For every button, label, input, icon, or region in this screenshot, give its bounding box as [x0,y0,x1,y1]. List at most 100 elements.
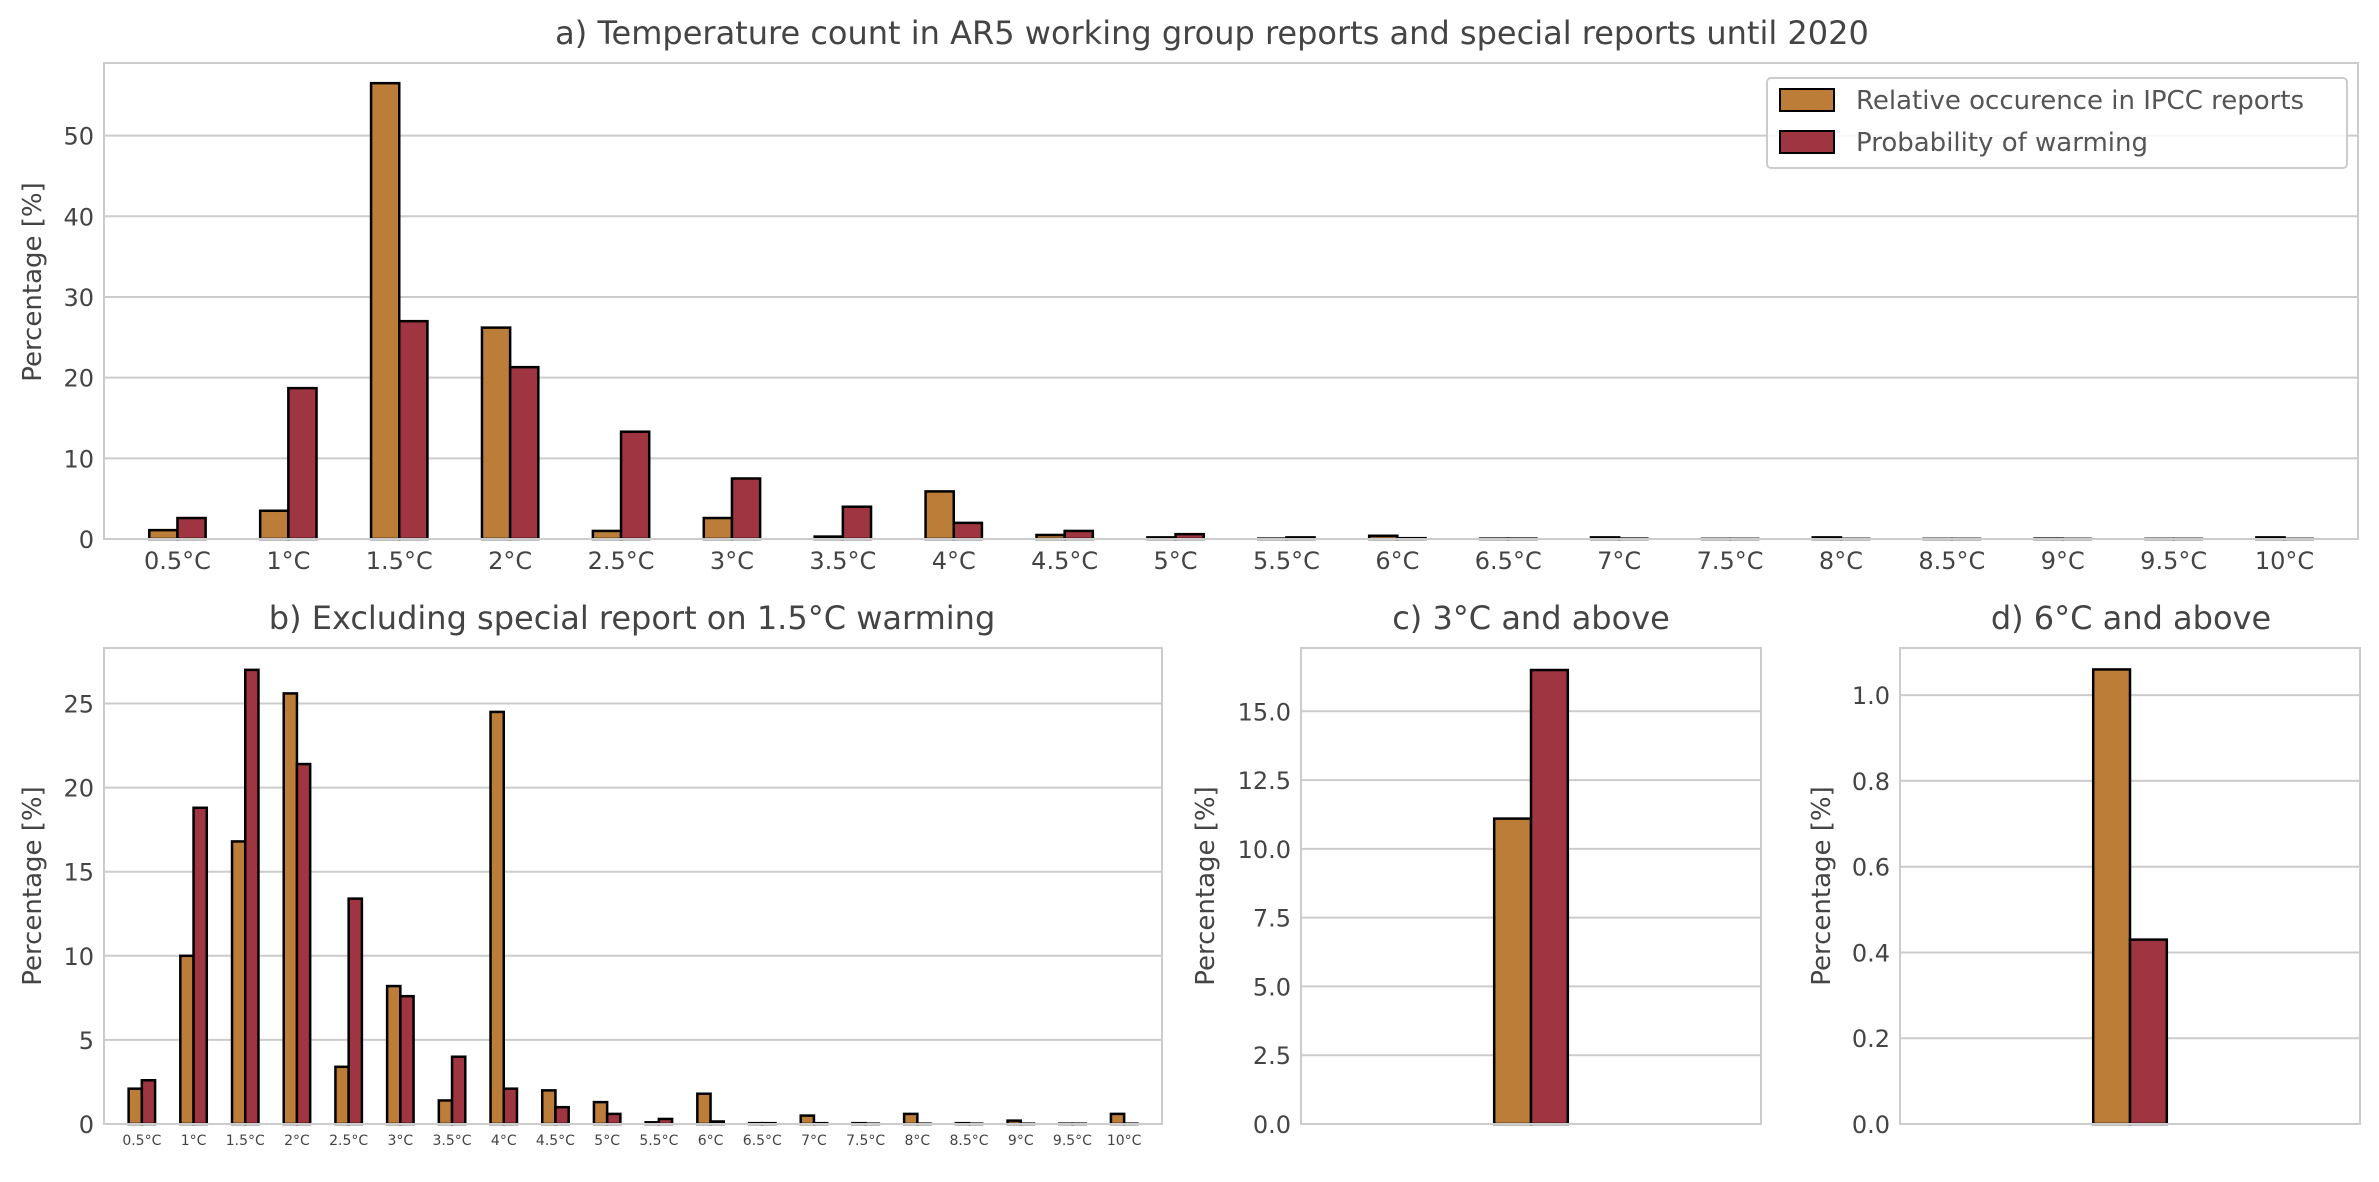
panel-a-bar-ipcc [369,81,401,541]
panel-b-gridlines [104,702,1162,1125]
panel-a-bar-warming [1063,529,1095,541]
panel-d-y-tick-label: 0.0 [1852,1111,1890,1139]
panel-d: d) 6°C and above 0.0 0.2 0.4 0.6 0.8 1.0 Perc… [1807,599,2361,1139]
panel-a-x-tick-label: 8°C [1819,547,1863,575]
panel-b-x-tick-label: 2.5°C [329,1133,368,1149]
panel-b-bar-warming [399,994,415,1126]
panel-b-x-tick-label: 1.5°C [226,1133,265,1149]
panel-b-y-ticks: 0 5 10 15 20 25 [63,691,94,1139]
panel-b-y-tick-label: 5 [79,1027,94,1055]
panel-c-y-ticks: 0.0 2.5 5.0 7.5 10.0 12.5 15.0 [1238,698,1291,1139]
panel-a-x-tick-label: 1°C [266,547,310,575]
panel-a-y-axis-label: Percentage [%] [18,182,48,382]
panel-b-bar-ipcc [902,1112,919,1126]
panel-d-y-tick-label: 1.0 [1852,682,1890,710]
panel-a-y-tick-label: 30 [63,284,94,312]
panel-b-x-tick-label: 9.5°C [1053,1133,1092,1149]
panel-b-x-tick-label: 9°C [1008,1133,1034,1149]
panel-a-gridlines [104,134,2358,540]
panel-b-bar-ipcc [179,954,195,1126]
panel-b-x-tick-label: 5°C [594,1133,620,1149]
panel-c: c) 3°C and above 0.0 2.5 5.0 7.5 10.0 12.5 15.… [1191,599,1762,1139]
panel-b-bar-ipcc [592,1100,609,1126]
panel-d-bar-ipcc [2091,668,2132,1126]
panel-c-y-axis-label: Percentage [%] [1191,786,1221,986]
panel-d-y-tick-label: 0.6 [1852,854,1890,882]
panel-a-x-tick-label: 6°C [1375,547,1419,575]
panel-a-x-tick-label: 2°C [488,547,532,575]
panel-a-x-tick-label: 9°C [2041,547,2085,575]
panel-b-y-tick-label: 15 [63,859,94,887]
panel-b-x-tick-label: 7.5°C [846,1133,885,1149]
panel-a-bar-ipcc [702,516,734,541]
legend-swatch-ipcc [1779,88,1835,112]
panel-c-title: c) 3°C and above [1392,599,1670,637]
panel-d-bar-warming [2128,938,2169,1126]
panel-b-bars [127,668,1139,1126]
panel-b-x-tick-label: 3°C [388,1133,414,1149]
panel-a-x-tick-label: 4.5°C [1031,547,1098,575]
panel-b: b) Excluding special report on 1.5°C war… [18,599,1163,1149]
panel-a-bar-ipcc [258,509,290,541]
panel-b-x-tick-label: 5.5°C [639,1133,678,1149]
panel-c-y-tick-label: 12.5 [1238,767,1291,795]
panel-d-bars [2091,668,2169,1126]
panel-a-x-tick-label: 7°C [1597,547,1641,575]
panel-b-y-tick-label: 25 [63,691,94,719]
panel-b-bar-ipcc [437,1099,454,1126]
panel-a-title: a) Temperature count in AR5 working grou… [555,14,1869,52]
panel-b-x-ticks: 0.5°C 1°C 1.5°C 2°C 2.5°C 3°C 3.5°C 4°C 4.5°C 5°C… [122,1133,1141,1149]
panel-b-x-tick-label: 8.5°C [950,1133,989,1149]
panel-b-bar-ipcc [489,710,505,1126]
panel-d-y-tick-label: 0.4 [1852,939,1890,967]
panel-c-y-tick-label: 2.5 [1253,1042,1291,1070]
panel-b-y-tick-label: 20 [63,775,94,803]
panel-b-bar-ipcc [334,1065,350,1126]
panel-a-x-tick-label: 5°C [1154,547,1198,575]
panel-a-x-tick-label: 4°C [932,547,976,575]
panel-a-x-tick-label: 1.5°C [366,547,433,575]
panel-a-x-ticks: 0.5°C 1°C 1.5°C 2°C 2.5°C 3°C 3.5°C 4°C 4.5°C 5°C… [144,547,2314,575]
panel-c-frame [1300,647,1762,1125]
panel-a-bar-warming [730,477,762,541]
panel-b-bar-warming [450,1055,467,1126]
panel-b-x-tick-label: 3.5°C [433,1133,472,1149]
panel-a-x-tick-label: 2.5°C [588,547,655,575]
panel-a-x-tick-label: 9.5°C [2140,547,2207,575]
panel-b-bar-ipcc [1109,1112,1126,1126]
panel-b-bar-ipcc [696,1092,712,1126]
panel-a-bar-warming [952,521,984,541]
panel-c-y-tick-label: 0.0 [1253,1111,1291,1139]
panel-c-y-tick-label: 10.0 [1238,836,1291,864]
panel-c-y-tick-label: 7.5 [1253,905,1291,933]
panel-c-y-tick-label: 5.0 [1253,973,1291,1001]
panel-c-bars [1492,668,1570,1126]
panel-b-bar-warming [502,1087,519,1126]
panel-a-x-tick-label: 6.5°C [1475,547,1542,575]
panel-b-x-tick-label: 1°C [181,1133,207,1149]
panel-b-y-axis-label: Percentage [%] [18,786,48,986]
panel-a-frame [103,62,2359,540]
panel-b-bar-warming [244,668,260,1126]
panel-b-bar-warming [192,806,209,1126]
panel-b-bar-warming [554,1105,570,1126]
panel-a-y-tick-label: 50 [63,123,94,151]
panel-b-frame [103,647,1163,1125]
panel-d-y-tick-label: 0.2 [1852,1025,1890,1053]
panel-a-bar-ipcc [148,528,179,541]
panel-a-bar-warming [508,365,540,541]
panel-b-bar-warming [295,762,312,1126]
panel-a-bar-warming [619,430,651,541]
panel-a-x-tick-label: 0.5°C [144,547,211,575]
panel-b-y-tick-label: 0 [79,1111,94,1139]
panel-a-bar-ipcc [591,529,623,541]
panel-a-bar-warming [841,505,873,541]
panel-b-bar-warming [140,1079,157,1126]
panel-a-bar-ipcc [480,326,512,541]
panel-d-y-tick-label: 0.8 [1852,768,1890,796]
panel-b-x-tick-label: 8°C [905,1133,931,1149]
panel-a-y-tick-label: 20 [63,365,94,393]
panel-b-x-tick-label: 10°C [1107,1133,1142,1149]
panel-a-x-tick-label: 8.5°C [1918,547,1985,575]
